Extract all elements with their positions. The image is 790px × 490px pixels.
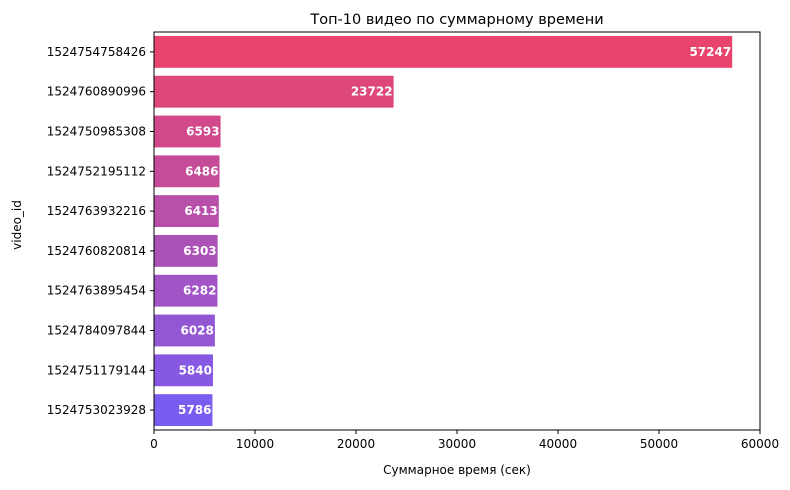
bar [154,35,733,68]
x-tick-label: 10000 [236,437,274,451]
y-axis-label: video_id [10,200,24,250]
bar-value-label: 57247 [689,45,731,59]
y-axis-ticks: 1524754758426 1524760890996 1524750985308 1… [47,45,154,417]
chart-title: Топ-10 видео по суммарному времени [309,12,603,28]
bar [154,75,394,108]
bar [154,314,215,347]
y-tick-label: 1524750985308 [47,125,146,139]
y-tick-label: 1524784097844 [47,324,146,338]
y-tick-label: 1524763895454 [47,284,146,298]
y-tick-label: 1524754758426 [47,45,146,59]
x-tick-label: 20000 [337,437,375,451]
y-tick-label: 1524760820814 [47,244,146,258]
bar-value-label: 6282 [183,284,216,298]
bar-value-label: 6413 [184,204,217,218]
bar-value-label: 6486 [185,164,218,178]
x-tick-label: 60000 [741,437,779,451]
bar [154,155,220,188]
bar-value-label: 6303 [183,244,216,258]
x-axis-ticks: 0 10000 20000 30000 40000 50000 60000 [150,430,779,451]
x-tick-label: 40000 [539,437,577,451]
y-tick-label: 1524760890996 [47,85,146,99]
bar-value-label: 5786 [178,403,211,417]
bar-value-label: 23722 [351,85,393,99]
bar-value-label: 6593 [186,125,219,139]
bar-value-label: 6028 [180,324,213,338]
x-tick-label: 0 [150,437,158,451]
plot-frame [153,31,761,431]
y-tick-label: 1524753023928 [47,403,146,417]
y-tick-label: 1524763932216 [47,204,146,218]
bar-value-label: 5840 [179,363,212,377]
bar [154,394,213,427]
bar [154,234,218,267]
x-tick-label: 50000 [640,437,678,451]
x-tick-label: 30000 [438,437,476,451]
bar-labels-group: 57247 23722 6593 6486 6413 6303 6282 6028 5840 57… [178,45,731,417]
bars-group [154,35,733,427]
x-axis-label: Суммарное время (сек) [383,463,531,477]
bar [154,354,213,387]
y-tick-label: 1524752195112 [47,164,146,178]
y-tick-label: 1524751179144 [47,363,146,377]
bar [154,195,219,228]
bar [154,115,221,148]
bar [154,274,218,307]
